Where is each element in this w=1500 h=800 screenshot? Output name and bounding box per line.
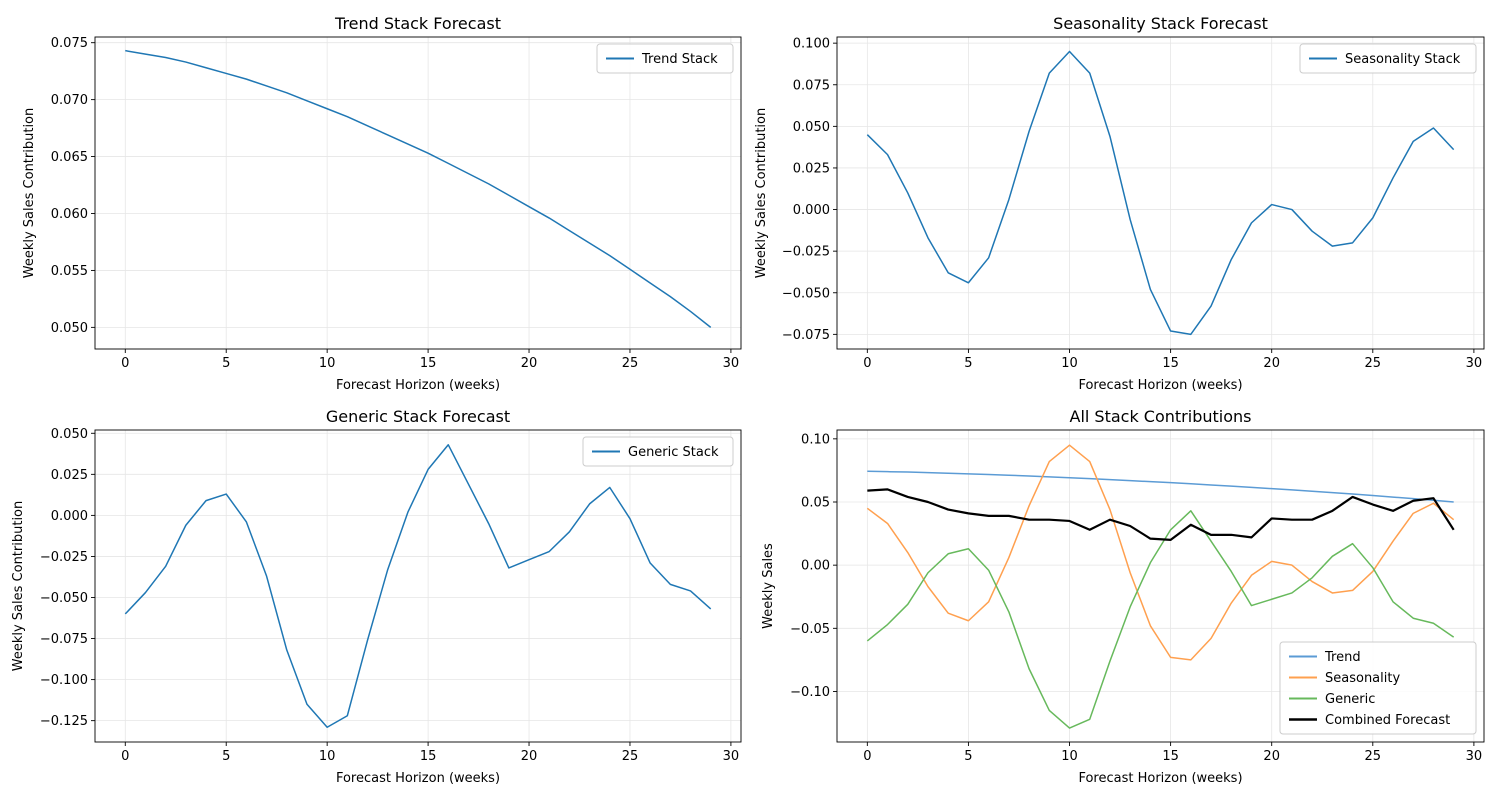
y-axis-label: Weekly Sales	[761, 543, 776, 629]
y-tick-label: 0.100	[793, 37, 830, 52]
y-tick-label: −0.025	[782, 245, 830, 260]
x-axis-label: Forecast Horizon (weeks)	[1078, 378, 1242, 393]
x-tick-label: 30	[1466, 749, 1483, 764]
axes-frame	[94, 36, 742, 350]
x-tick-label: 15	[1162, 749, 1179, 764]
x-tick-label: 20	[1263, 356, 1280, 371]
y-tick-label: 0.025	[793, 161, 830, 176]
x-tick-label: 0	[863, 749, 871, 764]
chart-panel-2: 0 5 10 15 20 25 30 −0.075 −0.050 −0.025 0.000 0.025…	[754, 14, 1485, 393]
legend-label: Trend	[1324, 650, 1361, 665]
legend-label: Generic Stack	[628, 445, 719, 460]
x-tick-label: 10	[1061, 356, 1078, 371]
x-tick-label: 5	[222, 356, 230, 371]
x-tick-label: 25	[1365, 356, 1382, 371]
x-tick-label: 25	[622, 356, 639, 371]
series-line-generic-stack	[124, 444, 712, 728]
y-tick-label: 0.070	[51, 93, 88, 108]
axes-frame	[836, 36, 1485, 350]
chart-panel-3: 0 5 10 15 20 25 30 −0.125 −0.100 −0.075 −0.050 −0.0…	[11, 407, 742, 786]
y-tick-label: 0.00	[801, 559, 830, 574]
legend-label: Seasonality	[1325, 671, 1400, 686]
x-tick-label: 10	[319, 356, 336, 371]
series-line-trend-stack	[125, 49, 712, 328]
x-axis-label: Forecast Horizon (weeks)	[1078, 771, 1242, 786]
x-tick-label: 15	[1162, 356, 1179, 371]
series-line-seasonality-stack	[866, 50, 1455, 336]
series-line-generic	[866, 510, 1455, 729]
x-tick-label: 20	[521, 356, 538, 371]
x-tick-label: 20	[1263, 749, 1280, 764]
y-tick-label: −0.05	[790, 622, 830, 637]
chart-legend: Seasonality Stack	[1299, 43, 1477, 74]
x-tick-label: 10	[1061, 749, 1078, 764]
chart-title: All Stack Contributions	[1070, 407, 1252, 426]
y-tick-label: −0.025	[40, 550, 88, 565]
y-tick-label: 0.000	[793, 203, 830, 218]
y-tick-label: 0.060	[51, 207, 88, 222]
x-tick-label: 30	[1466, 356, 1483, 371]
y-tick-label: 0.065	[51, 150, 88, 165]
legend-label: Seasonality Stack	[1345, 52, 1461, 67]
y-tick-label: 0.055	[51, 264, 88, 279]
chart-title: Trend Stack Forecast	[334, 14, 501, 33]
x-tick-label: 15	[420, 749, 437, 764]
y-axis-label: Weekly Sales Contribution	[22, 108, 37, 279]
series-line-combined-forecast	[867, 488, 1455, 541]
legend-box	[582, 436, 734, 467]
y-tick-label: 0.000	[51, 509, 88, 524]
y-tick-label: 0.05	[801, 496, 830, 511]
x-axis-label: Forecast Horizon (weeks)	[336, 378, 500, 393]
series-line-seasonality	[866, 444, 1455, 661]
chart-panel-4: 0 5 10 15 20 25 30 −0.10 −0.05 0.00 0.05 0.10 All St…	[761, 407, 1485, 786]
y-tick-label: 0.050	[51, 427, 88, 442]
x-tick-label: 30	[723, 356, 740, 371]
series-line-trend	[867, 470, 1454, 503]
y-tick-label: 0.050	[793, 120, 830, 135]
x-tick-label: 0	[121, 749, 129, 764]
chart-legend: Generic Stack	[582, 436, 734, 467]
x-tick-label: 0	[121, 356, 129, 371]
axes-frame	[836, 429, 1485, 743]
y-tick-label: −0.075	[782, 328, 830, 343]
x-tick-label: 5	[964, 356, 972, 371]
y-tick-label: 0.025	[51, 468, 88, 483]
x-axis-label: Forecast Horizon (weeks)	[336, 771, 500, 786]
y-tick-label: −0.075	[40, 632, 88, 647]
y-tick-label: 0.075	[793, 78, 830, 93]
legend-box	[596, 43, 734, 74]
y-tick-label: −0.050	[40, 591, 88, 606]
y-tick-label: 0.075	[51, 36, 88, 51]
x-tick-label: 5	[964, 749, 972, 764]
chart-title: Seasonality Stack Forecast	[1053, 14, 1268, 33]
legend-box	[1279, 641, 1477, 735]
y-tick-label: −0.125	[40, 714, 88, 729]
y-tick-label: −0.100	[40, 673, 88, 688]
legend-label: Trend Stack	[641, 52, 718, 67]
chart-legend: Trend Seasonality Generic Combined Forecast	[1279, 641, 1477, 735]
chart-legend: Trend Stack	[596, 43, 734, 74]
y-tick-label: −0.10	[790, 685, 830, 700]
x-tick-label: 15	[420, 356, 437, 371]
x-tick-label: 0	[863, 356, 871, 371]
chart-title: Generic Stack Forecast	[326, 407, 510, 426]
legend-box	[1299, 43, 1477, 74]
y-tick-label: 0.10	[801, 432, 830, 447]
y-axis-label: Weekly Sales Contribution	[11, 501, 26, 672]
x-tick-label: 10	[319, 749, 336, 764]
legend-label: Combined Forecast	[1325, 713, 1450, 728]
chart-panel-1: 0 5 10 15 20 25 30 0.050 0.055 0.060 0.065 0.070 0.0…	[22, 14, 742, 393]
y-tick-label: −0.050	[782, 286, 830, 301]
x-tick-label: 5	[222, 749, 230, 764]
legend-label: Generic	[1325, 692, 1375, 707]
x-tick-label: 20	[521, 749, 538, 764]
x-tick-label: 25	[622, 749, 639, 764]
x-tick-label: 30	[723, 749, 740, 764]
axes-frame	[94, 429, 742, 743]
y-axis-label: Weekly Sales Contribution	[754, 108, 769, 279]
x-tick-label: 25	[1365, 749, 1382, 764]
y-tick-label: 0.050	[51, 321, 88, 336]
